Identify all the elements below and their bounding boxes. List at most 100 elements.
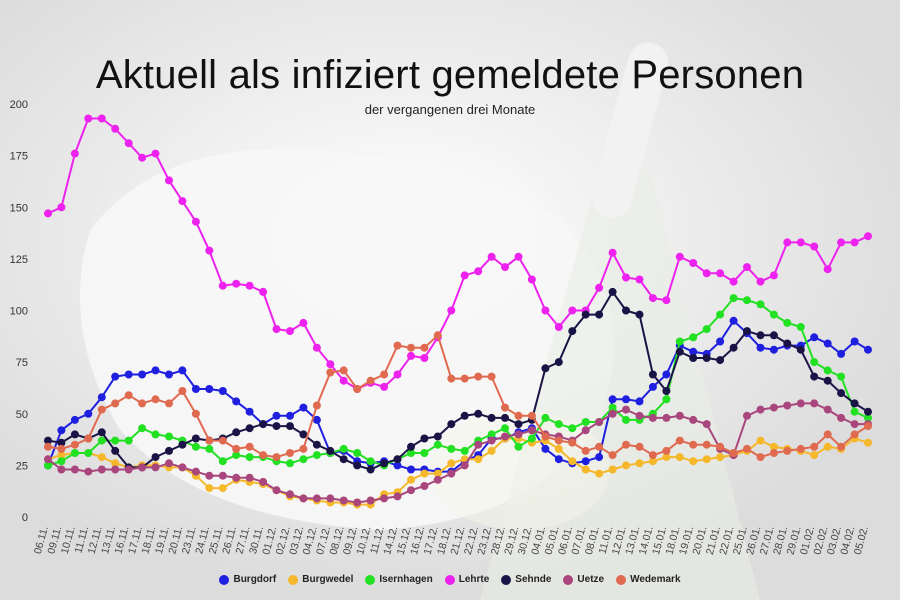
- data-point: [810, 399, 819, 408]
- data-point: [648, 294, 657, 303]
- data-point: [796, 399, 805, 408]
- data-point: [380, 459, 389, 468]
- data-point: [568, 438, 577, 447]
- data-point: [716, 310, 725, 319]
- data-point: [554, 455, 563, 464]
- data-point: [138, 463, 147, 472]
- data-point: [474, 267, 483, 276]
- data-point: [460, 446, 469, 455]
- data-point: [393, 461, 402, 470]
- data-point: [97, 453, 106, 462]
- y-tick-label: 200: [10, 99, 28, 111]
- data-point: [474, 409, 483, 418]
- data-point: [433, 331, 442, 340]
- data-point: [165, 370, 173, 379]
- data-point: [407, 465, 415, 474]
- data-point: [622, 306, 630, 315]
- legend-swatch: [288, 574, 299, 585]
- y-tick-label: 75: [16, 357, 28, 369]
- data-point: [501, 432, 509, 441]
- data-point: [151, 149, 160, 158]
- data-point: [460, 461, 469, 470]
- data-point: [420, 354, 429, 362]
- data-point: [339, 455, 348, 464]
- data-point: [635, 310, 644, 319]
- data-point: [769, 331, 778, 340]
- data-point: [97, 393, 106, 402]
- data-point: [245, 424, 254, 433]
- data-point: [312, 494, 321, 503]
- legend-item: Sehnde: [501, 574, 551, 585]
- data-point: [124, 139, 133, 148]
- data-point: [608, 248, 617, 257]
- data-point: [769, 442, 778, 451]
- data-point: [514, 442, 523, 451]
- data-point: [729, 343, 738, 352]
- data-point: [326, 494, 335, 503]
- data-point: [420, 469, 429, 478]
- data-point: [837, 238, 846, 247]
- y-tick-label: 150: [10, 202, 28, 214]
- data-point: [554, 436, 563, 445]
- data-point: [286, 459, 294, 468]
- series-wedemark: [44, 331, 872, 462]
- data-point: [783, 318, 792, 327]
- data-point: [460, 411, 469, 420]
- data-point: [366, 465, 375, 474]
- data-point: [783, 401, 792, 410]
- data-point: [864, 413, 872, 422]
- data-point: [312, 401, 321, 410]
- legend-label: Burgwedel: [302, 574, 354, 585]
- data-point: [783, 446, 792, 455]
- data-point: [487, 252, 496, 261]
- legend-label: Uetze: [577, 574, 605, 585]
- data-point: [191, 434, 200, 443]
- plot-area: [44, 114, 872, 509]
- data-point: [124, 465, 133, 474]
- y-tick-label: 50: [16, 409, 28, 421]
- data-point: [407, 486, 415, 495]
- y-tick-label: 25: [16, 460, 28, 472]
- legend-item: Burgwedel: [288, 574, 353, 585]
- data-point: [729, 277, 738, 286]
- legend-swatch: [616, 574, 627, 585]
- data-point: [393, 455, 402, 464]
- data-point: [84, 409, 93, 418]
- data-point: [514, 411, 523, 420]
- data-point: [138, 399, 147, 408]
- data-point: [339, 366, 348, 375]
- data-point: [339, 496, 348, 505]
- data-point: [178, 463, 187, 472]
- data-point: [57, 465, 66, 474]
- data-point: [272, 453, 281, 462]
- data-point: [70, 449, 79, 457]
- data-point: [622, 273, 630, 282]
- data-point: [541, 413, 550, 422]
- data-point: [675, 347, 684, 356]
- data-point: [218, 387, 227, 395]
- data-point: [702, 420, 711, 429]
- data-point: [299, 318, 308, 327]
- data-point: [138, 370, 147, 379]
- data-point: [487, 413, 496, 422]
- data-point: [191, 467, 200, 476]
- data-point: [70, 430, 79, 439]
- data-point: [729, 316, 738, 325]
- data-point: [810, 242, 819, 251]
- legend-label: Burgdorf: [233, 574, 277, 585]
- legend-item: Uetze: [563, 574, 604, 585]
- data-point: [299, 455, 308, 464]
- data-point: [581, 310, 590, 319]
- data-point: [339, 444, 348, 453]
- data-point: [232, 444, 241, 453]
- y-tick-label: 175: [10, 151, 28, 163]
- legend-swatch: [501, 574, 512, 585]
- data-point: [635, 459, 644, 468]
- x-axis: 06.11.09.11.10.11.11.11.12.11.13.11.16.1…: [32, 525, 871, 556]
- series-sehnde: [44, 287, 872, 474]
- data-point: [245, 442, 254, 451]
- data-point: [57, 438, 66, 447]
- series-line: [47, 117, 869, 390]
- data-point: [837, 349, 846, 358]
- data-point: [581, 465, 590, 474]
